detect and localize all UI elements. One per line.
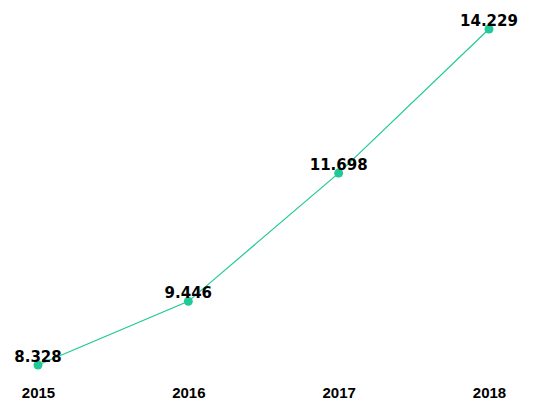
data-label: 11.698 [310,156,368,174]
x-tick-label: 2017 [322,384,355,401]
chart: 2015 2016 2017 2018 8.328 9.446 11.698 14.229 [0,0,534,420]
data-label: 8.328 [14,348,61,366]
plot-area [34,25,494,370]
x-axis-line [39,387,490,388]
x-tick-label: 2016 [172,384,205,401]
data-label: 9.446 [165,284,212,302]
x-tick: 2016 [172,384,205,401]
x-tick: 2017 [322,384,355,401]
x-tick-label: 2015 [22,384,55,401]
data-label: 14.229 [460,12,518,30]
x-axis: 2015 2016 2017 2018 [22,384,506,401]
x-tick: 2018 [473,384,506,401]
series-line [38,29,489,365]
x-tick-label: 2018 [473,384,506,401]
data-labels: 8.328 9.446 11.698 14.229 [14,12,518,366]
x-tick: 2015 [22,384,55,401]
